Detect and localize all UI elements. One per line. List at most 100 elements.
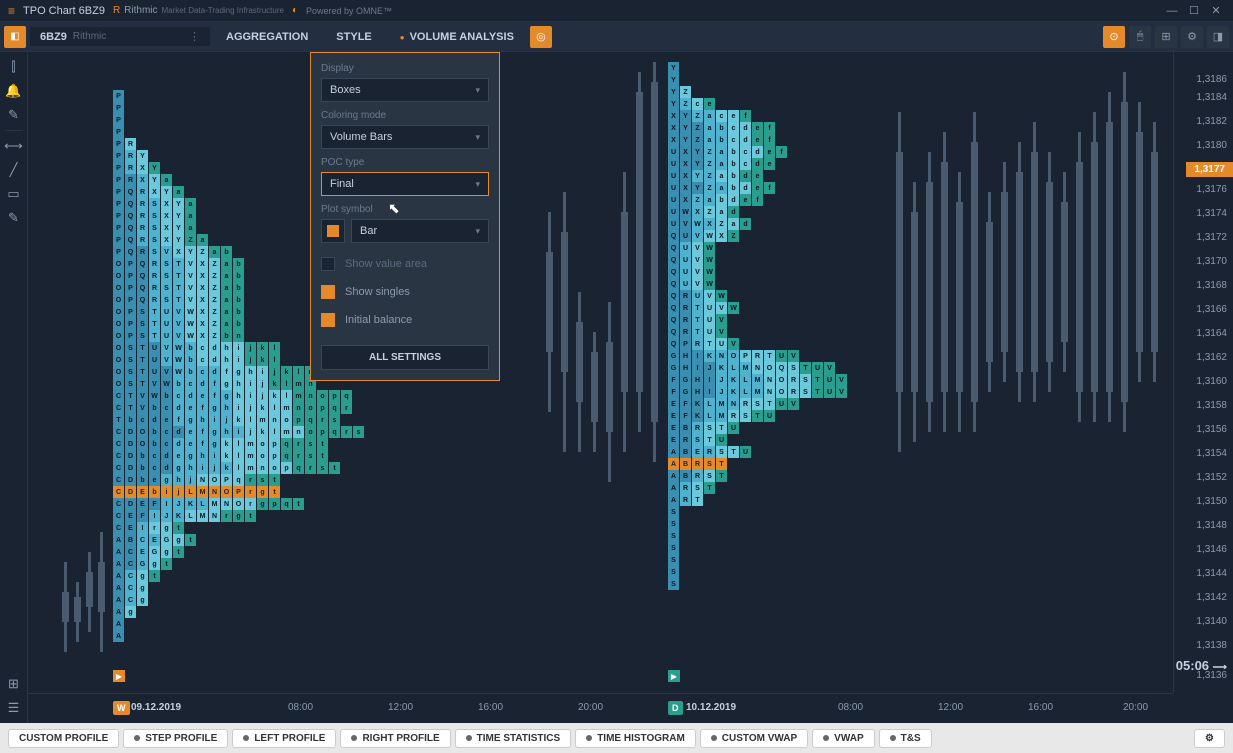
tab-style[interactable]: STYLE bbox=[324, 26, 383, 48]
price-tick: 1,3154 bbox=[1196, 448, 1227, 459]
candle bbox=[1018, 142, 1021, 402]
toolbar-alert-icon[interactable]: ⊙ bbox=[1103, 26, 1125, 48]
candle bbox=[1048, 152, 1051, 392]
price-tick: 1,3156 bbox=[1196, 424, 1227, 435]
toolbar-icon-1[interactable]: ◎ bbox=[530, 26, 552, 48]
initial-balance-check[interactable]: Initial balance bbox=[321, 313, 489, 327]
tool-bell-icon[interactable]: 🔔 bbox=[3, 80, 25, 102]
tool-bars-icon[interactable]: ⫿ bbox=[3, 56, 25, 78]
coloring-label: Coloring mode bbox=[321, 110, 489, 121]
plot-color-picker[interactable] bbox=[321, 219, 345, 243]
price-tick: 1,3138 bbox=[1196, 640, 1227, 651]
bottom-tab-time-histogram[interactable]: TIME HISTOGRAM bbox=[575, 729, 696, 748]
chart-area[interactable]: PPPPPRPRYPRXYPRXYaPQRXYaPQRSXYaPQRSXYaPQ… bbox=[28, 52, 1173, 693]
candle bbox=[76, 582, 79, 642]
time-tick: 16:00 bbox=[478, 702, 503, 713]
plot-label: Plot symbol bbox=[321, 204, 489, 215]
toolbar-panel-icon[interactable]: ◨ bbox=[1207, 26, 1229, 48]
show-singles-check[interactable]: Show singles bbox=[321, 285, 489, 299]
price-tick: 1,3186 bbox=[1196, 74, 1227, 85]
coloring-select[interactable]: Volume Bars▾ bbox=[321, 125, 489, 149]
candle bbox=[898, 112, 901, 452]
tpo-profile-2: YYYZYZceXYZacefXYZabcdefXYZabcdefUXYZabc… bbox=[668, 62, 848, 590]
time-tick: 16:00 bbox=[1028, 702, 1053, 713]
candle bbox=[1138, 102, 1141, 382]
tool-hline-icon[interactable]: ⟷ bbox=[3, 135, 25, 157]
candle bbox=[1003, 162, 1006, 382]
candle bbox=[548, 212, 551, 412]
price-tick: 1,3184 bbox=[1196, 92, 1227, 103]
profile-nav-1[interactable]: ▶ bbox=[113, 670, 125, 682]
candle bbox=[988, 192, 991, 392]
price-axis[interactable]: 1,31861,31841,31821,31801,31761,31741,31… bbox=[1173, 52, 1233, 693]
symbol-selector[interactable]: 6BZ9 Rithmic ⋮ bbox=[30, 27, 210, 46]
tab-aggregation[interactable]: AGGREGATION bbox=[214, 26, 320, 48]
close-button[interactable]: ✕ bbox=[1207, 2, 1225, 20]
candle bbox=[1033, 122, 1036, 402]
tool-draw-icon[interactable]: ✎ bbox=[3, 207, 25, 229]
date-marker: D bbox=[668, 701, 683, 715]
candle bbox=[593, 332, 596, 452]
toolbar-mouse-icon[interactable]: 🖱 bbox=[1129, 26, 1151, 48]
candle bbox=[1108, 92, 1111, 422]
bottom-tab-step-profile[interactable]: STEP PROFILE bbox=[123, 729, 228, 748]
app-menu-icon[interactable]: ≡ bbox=[8, 4, 15, 18]
all-settings-button[interactable]: ALL SETTINGS bbox=[321, 345, 489, 370]
titlebar: ≡ TPO Chart 6BZ9 RRithmic Market Data-Tr… bbox=[0, 0, 1233, 22]
bottom-tab-time-statistics[interactable]: TIME STATISTICS bbox=[455, 729, 572, 748]
tool-rect-icon[interactable]: ▭ bbox=[3, 183, 25, 205]
current-price: 1,3177 bbox=[1186, 162, 1233, 177]
chart-type-icon[interactable]: ◧ bbox=[4, 26, 26, 48]
candle bbox=[958, 172, 961, 432]
bottom-tab-vwap[interactable]: VWAP bbox=[812, 729, 874, 748]
time-tick: 08:00 bbox=[288, 702, 313, 713]
price-tick: 1,3146 bbox=[1196, 544, 1227, 555]
tool-grid-icon[interactable]: ⊞ bbox=[3, 673, 25, 695]
price-tick: 1,3148 bbox=[1196, 520, 1227, 531]
bottom-settings-icon[interactable]: ⚙ bbox=[1194, 729, 1225, 748]
toolbar-window-icon[interactable]: ⊞ bbox=[1155, 26, 1177, 48]
poc-label: POC type bbox=[321, 157, 489, 168]
tool-trend-icon[interactable]: ╱ bbox=[3, 159, 25, 181]
bottom-tab-right-profile[interactable]: RIGHT PROFILE bbox=[340, 729, 450, 748]
settings-panel: Display Boxes▾ Coloring mode Volume Bars… bbox=[310, 52, 500, 381]
candle bbox=[1153, 122, 1156, 382]
price-tick: 1,3168 bbox=[1196, 280, 1227, 291]
poc-select[interactable]: Final▾ bbox=[321, 172, 489, 196]
tool-pencil-icon[interactable]: ✎ bbox=[3, 104, 25, 126]
toolbar: ◧ 6BZ9 Rithmic ⋮ AGGREGATION STYLE VOLUM… bbox=[0, 22, 1233, 52]
candle bbox=[1078, 132, 1081, 422]
bottom-tab-custom-profile[interactable]: CUSTOM PROFILE bbox=[8, 729, 119, 748]
toolbar-settings-icon[interactable]: ⚙ bbox=[1181, 26, 1203, 48]
show-value-area-check[interactable]: Show value area bbox=[321, 257, 489, 271]
bottom-tab-custom-vwap[interactable]: CUSTOM VWAP bbox=[700, 729, 808, 748]
tool-list-icon[interactable]: ☰ bbox=[3, 697, 25, 719]
price-tick: 1,3140 bbox=[1196, 616, 1227, 627]
date-marker: W bbox=[113, 701, 130, 715]
time-tick: 08:00 bbox=[838, 702, 863, 713]
plot-select[interactable]: Bar▾ bbox=[351, 219, 489, 243]
price-tick: 1,3180 bbox=[1196, 140, 1227, 151]
price-tick: 1,3142 bbox=[1196, 592, 1227, 603]
candle bbox=[928, 152, 931, 432]
tab-volume-analysis[interactable]: VOLUME ANALYSIS bbox=[388, 26, 526, 48]
bottom-tab-left-profile[interactable]: LEFT PROFILE bbox=[232, 729, 336, 748]
time-tick: 12:00 bbox=[938, 702, 963, 713]
display-label: Display bbox=[321, 63, 489, 74]
candle bbox=[623, 172, 626, 452]
minimize-button[interactable]: — bbox=[1163, 2, 1181, 20]
time-tick: 20:00 bbox=[578, 702, 603, 713]
display-select[interactable]: Boxes▾ bbox=[321, 78, 489, 102]
candle bbox=[973, 112, 976, 432]
maximize-button[interactable]: ☐ bbox=[1185, 2, 1203, 20]
profile-nav-2[interactable]: ▶ bbox=[668, 670, 680, 682]
bottom-tab-t&s[interactable]: T&S bbox=[879, 729, 932, 748]
rithmic-logo: RRithmic Market Data-Trading Infrastruct… bbox=[113, 5, 284, 16]
candle bbox=[563, 192, 566, 452]
price-tick: 1,3166 bbox=[1196, 304, 1227, 315]
price-tick: 1,3176 bbox=[1196, 184, 1227, 195]
price-tick: 1,3182 bbox=[1196, 116, 1227, 127]
candle bbox=[578, 292, 581, 452]
time-axis[interactable]: W09.12.2019D10.12.201908:0012:0016:0020:… bbox=[28, 693, 1173, 723]
time-display: 05:06 ⟶ bbox=[1176, 658, 1227, 673]
